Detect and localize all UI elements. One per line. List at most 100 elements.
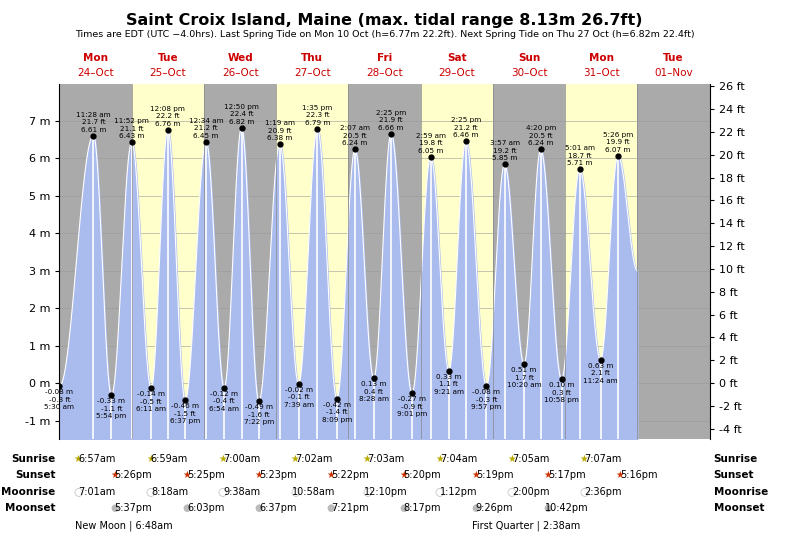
Text: 11:52 pm
21.1 ft
6.43 m: 11:52 pm 21.1 ft 6.43 m — [114, 119, 149, 140]
Text: 10:58am: 10:58am — [293, 487, 335, 496]
Text: 7:03am: 7:03am — [368, 454, 404, 464]
Text: Times are EDT (UTC −4.0hrs). Last Spring Tide on Mon 10 Oct (h=6.77m 22.2ft). Ne: Times are EDT (UTC −4.0hrs). Last Spring… — [75, 30, 695, 39]
Text: 5:19pm: 5:19pm — [476, 471, 513, 480]
Text: 1:35 pm
22.3 ft
6.79 m: 1:35 pm 22.3 ft 6.79 m — [302, 105, 332, 126]
Text: 25–Oct: 25–Oct — [150, 68, 186, 78]
Text: Mon: Mon — [589, 53, 614, 63]
Text: 7:05am: 7:05am — [512, 454, 550, 464]
Text: -0.08 m
-0.3 ft
5:30 am: -0.08 m -0.3 ft 5:30 am — [44, 389, 75, 410]
Text: First Quarter | 2:38am: First Quarter | 2:38am — [472, 520, 580, 531]
Text: ★: ★ — [543, 471, 552, 480]
Text: 7:07am: 7:07am — [584, 454, 622, 464]
Text: 0.33 m
1.1 ft
9:21 am: 0.33 m 1.1 ft 9:21 am — [434, 374, 464, 395]
Text: ★: ★ — [580, 454, 588, 464]
Bar — [493, 84, 565, 439]
Text: 01–Nov: 01–Nov — [654, 68, 693, 78]
Text: ○: ○ — [579, 487, 588, 496]
Text: Sunrise: Sunrise — [11, 454, 56, 464]
Text: 5:26pm: 5:26pm — [114, 471, 152, 480]
Text: 5:26 pm
19.9 ft
6.07 m: 5:26 pm 19.9 ft 6.07 m — [603, 132, 633, 153]
Text: 2:25 pm
21.9 ft
6.66 m: 2:25 pm 21.9 ft 6.66 m — [376, 110, 406, 131]
Bar — [276, 84, 348, 439]
Text: 7:00am: 7:00am — [223, 454, 260, 464]
Text: 5:01 am
18.7 ft
5.71 m: 5:01 am 18.7 ft 5.71 m — [565, 146, 595, 167]
Text: ○: ○ — [362, 487, 372, 496]
Text: 5:22pm: 5:22pm — [331, 471, 369, 480]
Text: 6:03pm: 6:03pm — [187, 503, 224, 513]
Text: 29–Oct: 29–Oct — [439, 68, 475, 78]
Text: Fri: Fri — [377, 53, 393, 63]
Text: ★: ★ — [471, 471, 480, 480]
Text: ★: ★ — [435, 454, 444, 464]
Text: 2:25 pm
21.2 ft
6.46 m: 2:25 pm 21.2 ft 6.46 m — [450, 117, 481, 138]
Bar — [132, 84, 204, 439]
Text: -0.46 m
-1.5 ft
6:37 pm: -0.46 m -1.5 ft 6:37 pm — [170, 403, 201, 424]
Text: 30–Oct: 30–Oct — [511, 68, 547, 78]
Text: 10:42pm: 10:42pm — [545, 503, 588, 513]
Text: ●: ● — [182, 503, 191, 513]
Text: 2:07 am
20.5 ft
6.24 m: 2:07 am 20.5 ft 6.24 m — [340, 126, 370, 147]
Text: Thu: Thu — [301, 53, 324, 63]
Text: 7:02am: 7:02am — [295, 454, 332, 464]
Text: ★: ★ — [255, 471, 263, 480]
Text: ★: ★ — [508, 454, 516, 464]
Text: ●: ● — [255, 503, 263, 513]
Bar — [638, 84, 710, 439]
Text: 28–Oct: 28–Oct — [366, 68, 403, 78]
Text: ●: ● — [543, 503, 552, 513]
Text: Sat: Sat — [447, 53, 466, 63]
Text: 9:26pm: 9:26pm — [476, 503, 513, 513]
Text: 6:59am: 6:59am — [151, 454, 188, 464]
Text: ★: ★ — [74, 454, 82, 464]
Text: ★: ★ — [182, 471, 191, 480]
Text: 6:57am: 6:57am — [79, 454, 116, 464]
Text: 9:38am: 9:38am — [223, 487, 260, 496]
Bar — [348, 84, 421, 439]
Text: 8:17pm: 8:17pm — [404, 503, 441, 513]
Text: New Moon | 6:48am: New Moon | 6:48am — [75, 520, 173, 531]
Text: -0.14 m
-0.5 ft
6:11 am: -0.14 m -0.5 ft 6:11 am — [136, 391, 167, 412]
Text: Sunset: Sunset — [15, 471, 56, 480]
Text: 12:08 pm
22.2 ft
6.76 m: 12:08 pm 22.2 ft 6.76 m — [151, 106, 186, 127]
Text: Moonset: Moonset — [714, 503, 764, 513]
Text: ★: ★ — [615, 471, 624, 480]
Text: ★: ★ — [290, 454, 299, 464]
Text: 24–Oct: 24–Oct — [77, 68, 114, 78]
Text: 26–Oct: 26–Oct — [222, 68, 259, 78]
Text: 3:57 am
19.2 ft
5.85 m: 3:57 am 19.2 ft 5.85 m — [489, 140, 519, 161]
Text: ○: ○ — [218, 487, 228, 496]
Bar — [565, 84, 638, 439]
Text: Tue: Tue — [158, 53, 178, 63]
Text: ●: ● — [399, 503, 408, 513]
Text: 5:25pm: 5:25pm — [186, 471, 224, 480]
Text: Moonrise: Moonrise — [714, 487, 768, 496]
Text: 5:17pm: 5:17pm — [548, 471, 586, 480]
Text: 7:21pm: 7:21pm — [331, 503, 369, 513]
Text: 5:16pm: 5:16pm — [620, 471, 658, 480]
Text: 11:28 am
21.7 ft
6.61 m: 11:28 am 21.7 ft 6.61 m — [76, 112, 111, 133]
Text: 5:23pm: 5:23pm — [259, 471, 297, 480]
Text: 8:18am: 8:18am — [151, 487, 188, 496]
Text: ★: ★ — [327, 471, 335, 480]
Text: 0.13 m
0.4 ft
8:28 am: 0.13 m 0.4 ft 8:28 am — [358, 381, 389, 402]
Text: -0.02 m
-0.1 ft
7:39 am: -0.02 m -0.1 ft 7:39 am — [284, 387, 313, 408]
Text: Wed: Wed — [228, 53, 253, 63]
Text: Sunset: Sunset — [714, 471, 754, 480]
Text: 0.51 m
1.7 ft
10:20 am: 0.51 m 1.7 ft 10:20 am — [507, 367, 542, 388]
Text: Saint Croix Island, Maine (max. tidal range 8.13m 26.7ft): Saint Croix Island, Maine (max. tidal ra… — [126, 13, 643, 29]
Text: ○: ○ — [435, 487, 444, 496]
Text: Tue: Tue — [663, 53, 684, 63]
Text: 2:00pm: 2:00pm — [512, 487, 550, 496]
Text: ★: ★ — [218, 454, 227, 464]
Text: 12:50 pm
22.4 ft
6.82 m: 12:50 pm 22.4 ft 6.82 m — [224, 103, 259, 125]
Text: 7:01am: 7:01am — [79, 487, 116, 496]
Text: 27–Oct: 27–Oct — [294, 68, 331, 78]
Text: Mon: Mon — [83, 53, 108, 63]
Text: 12:34 am
21.2 ft
6.45 m: 12:34 am 21.2 ft 6.45 m — [189, 118, 224, 139]
Text: -0.27 m
-0.9 ft
9:01 pm: -0.27 m -0.9 ft 9:01 pm — [397, 396, 427, 417]
Text: 12:10pm: 12:10pm — [364, 487, 408, 496]
Text: 0.63 m
2.1 ft
11:24 am: 0.63 m 2.1 ft 11:24 am — [584, 363, 618, 384]
Text: ○: ○ — [146, 487, 155, 496]
Text: -0.33 m
-1.1 ft
5:54 pm: -0.33 m -1.1 ft 5:54 pm — [97, 398, 127, 419]
Text: 1:12pm: 1:12pm — [439, 487, 477, 496]
